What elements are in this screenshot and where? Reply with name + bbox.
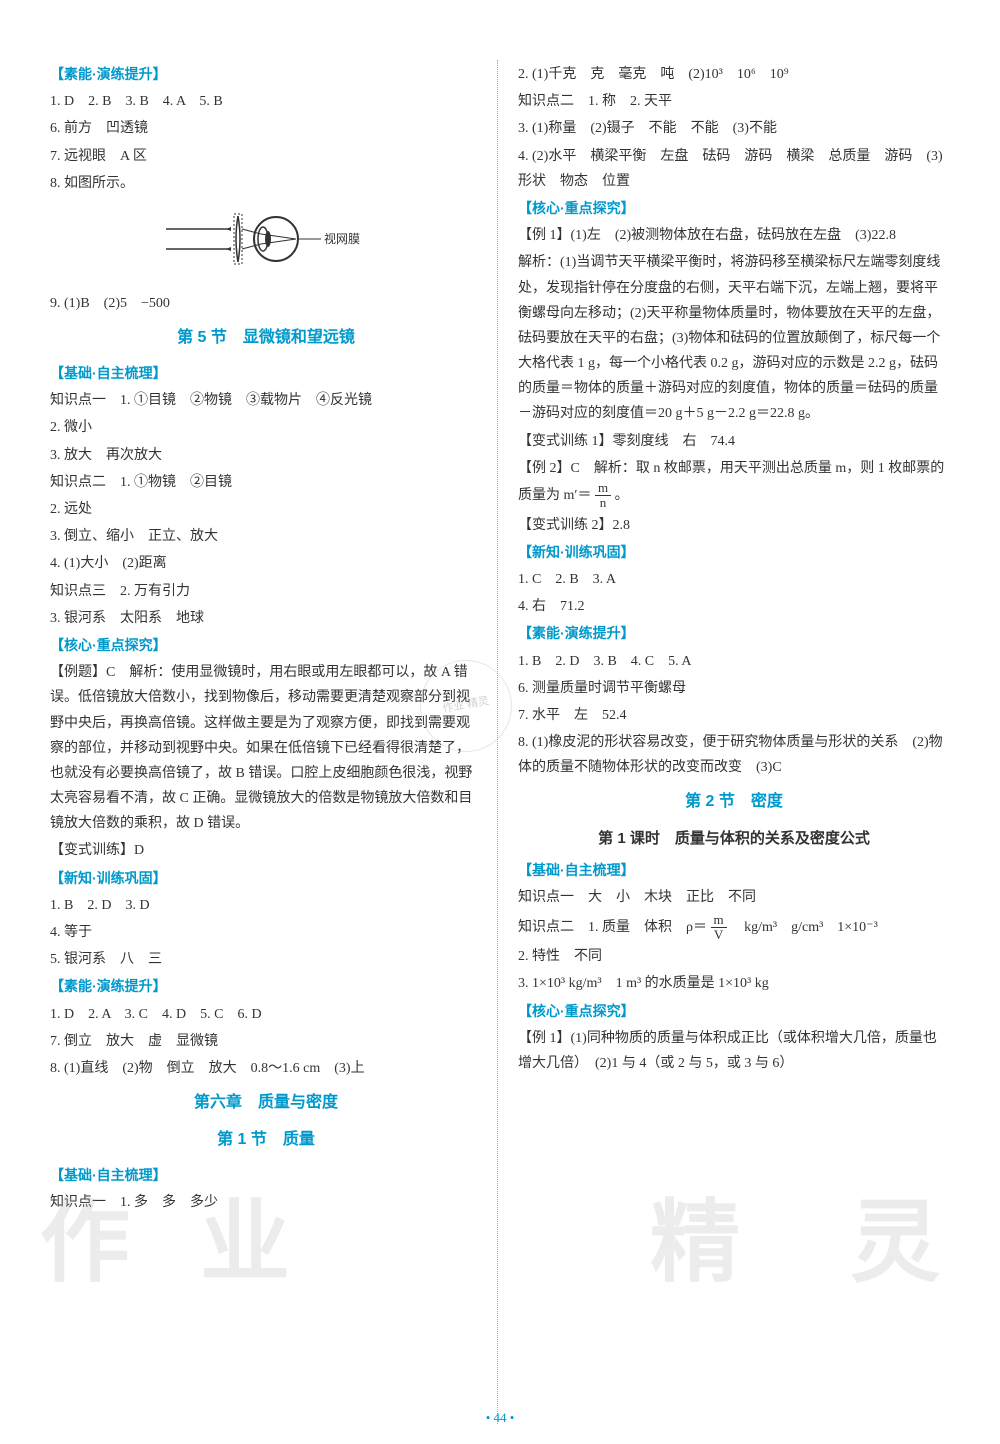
chapter-title: 第 5 节 显微镜和望远镜 [50,324,482,353]
section-heading: 【素能·演练提升】 [518,621,950,646]
answer-line: 8. 如图所示。 [50,171,482,196]
section-heading: 【新知·训练巩固】 [518,540,950,565]
answer-line: 1. C 2. B 3. A [518,567,950,592]
answer-line: 知识点二 1. ①物镜 ②目镜 [50,470,482,495]
answer-line: 4. (2)水平 横梁平衡 左盘 砝码 游码 横梁 总质量 游码 (3)形状 物… [518,144,950,194]
answer-line: 【变式训练 2】2.8 [518,513,950,538]
answer-line: 8. (1)橡皮泥的形状容易改变，便于研究物体质量与形状的关系 (2)物体的质量… [518,730,950,780]
page-number: • 44 • [486,1406,515,1429]
right-column: 2. (1)千克 克 毫克 吨 (2)10³ 10⁶ 10⁹ 知识点二 1. 称… [518,60,950,1424]
answer-line: 8. (1)直线 (2)物 倒立 放大 0.8～1.6 cm (3)上 [50,1056,482,1081]
answer-line: 1. B 2. D 3. D [50,893,482,918]
fraction: mn [595,481,611,511]
eye-lens-diagram: 视网膜 [50,204,482,283]
text: kg/m³ g/cm³ 1×10⁻³ [730,920,878,935]
answer-line: 9. (1)B (2)5 −500 [50,291,482,316]
diagram-label: 视网膜 [324,231,360,246]
answer-line: 【变式训练 1】零刻度线 右 74.4 [518,429,950,454]
answer-line: 【变式训练】D [50,838,482,863]
answer-line: 1. D 2. A 3. C 4. D 5. C 6. D [50,1002,482,1027]
example: 【例 1】(1)左 (2)被测物体放在右盘，砝码放在左盘 (3)22.8 [518,223,950,248]
section-title: 第 1 节 质量 [50,1126,482,1155]
answer-line: 5. 银河系 八 三 [50,947,482,972]
answer-line: 7. 远视眼 A 区 [50,144,482,169]
answer-line: 6. 测量质量时调节平衡螺母 [518,676,950,701]
section-title: 第 2 节 密度 [518,788,950,817]
section-heading: 【核心·重点探究】 [518,196,950,221]
answer-line: 2. 特性 不同 [518,944,950,969]
explanation: 解析：(1)当调节天平横梁平衡时，将游码移至横梁标尺左端零刻度线处，发现指针停在… [518,250,950,426]
answer-line: 3. (1)称量 (2)镊子 不能 不能 (3)不能 [518,116,950,141]
section-heading: 【素能·演练提升】 [50,62,482,87]
answer-line: 知识点二 1. 称 2. 天平 [518,89,950,114]
answer-line: 知识点二 1. 质量 体积 ρ＝ mV kg/m³ g/cm³ 1×10⁻³ [518,913,950,943]
section-heading: 【基础·自主梳理】 [50,1163,482,1188]
answer-line: 1. D 2. B 3. B 4. A 5. B [50,89,482,114]
answer-line: 3. 放大 再次放大 [50,443,482,468]
page: 【素能·演练提升】 1. D 2. B 3. B 4. A 5. B 6. 前方… [0,0,1000,1444]
section-heading: 【基础·自主梳理】 [518,858,950,883]
fraction: mV [711,913,727,943]
section-heading: 【核心·重点探究】 [518,999,950,1024]
answer-line: 4. (1)大小 (2)距离 [50,551,482,576]
answer-line: 知识点一 1. 多 多 多少 [50,1190,482,1215]
text: 。 [615,488,629,503]
answer-line: 7. 倒立 放大 虚 显微镜 [50,1029,482,1054]
answer-line: 4. 右 71.2 [518,594,950,619]
left-column: 【素能·演练提升】 1. D 2. B 3. B 4. A 5. B 6. 前方… [50,60,498,1424]
answer-line: 4. 等于 [50,920,482,945]
answer-line: 3. 银河系 太阳系 地球 [50,606,482,631]
text: 【例 2】C 解析：取 n 枚邮票，用天平测出总质量 m，则 1 枚邮票的质量为… [518,461,944,503]
example: 【例 2】C 解析：取 n 枚邮票，用天平测出总质量 m，则 1 枚邮票的质量为… [518,456,950,511]
answer-line: 1. B 2. D 3. B 4. C 5. A [518,649,950,674]
section-heading: 【基础·自主梳理】 [50,361,482,386]
answer-line: 2. 微小 [50,415,482,440]
explanation: 【例题】C 解析：使用显微镜时，用右眼或用左眼都可以，故 A 错误。低倍镜放大倍… [50,660,482,836]
answer-line: 3. 1×10³ kg/m³ 1 m³ 的水质量是 1×10³ kg [518,971,950,996]
section-heading: 【核心·重点探究】 [50,633,482,658]
answer-line: 7. 水平 左 52.4 [518,703,950,728]
answer-line: 3. 倒立、缩小 正立、放大 [50,524,482,549]
answer-line: 知识点一 大 小 木块 正比 不同 [518,885,950,910]
answer-line: 6. 前方 凹透镜 [50,116,482,141]
section-heading: 【素能·演练提升】 [50,974,482,999]
lesson-title: 第 1 课时 质量与体积的关系及密度公式 [518,825,950,852]
answer-line: 2. 远处 [50,497,482,522]
example: 【例 1】(1)同种物质的质量与体积成正比（或体积增大几倍，质量也增大几倍） (… [518,1026,950,1076]
chapter-title: 第六章 质量与密度 [50,1089,482,1118]
answer-line: 2. (1)千克 克 毫克 吨 (2)10³ 10⁶ 10⁹ [518,62,950,87]
answer-line: 知识点三 2. 万有引力 [50,579,482,604]
section-heading: 【新知·训练巩固】 [50,866,482,891]
answer-line: 知识点一 1. ①目镜 ②物镜 ③载物片 ④反光镜 [50,388,482,413]
text: 知识点二 1. 质量 体积 ρ＝ [518,920,707,935]
